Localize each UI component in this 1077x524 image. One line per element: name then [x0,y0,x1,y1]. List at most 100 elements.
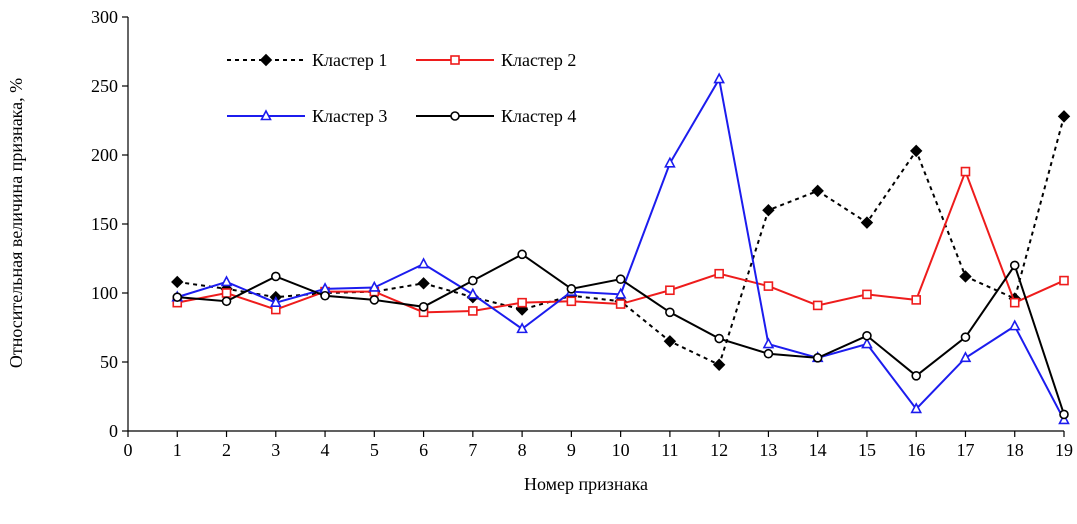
data-point [517,249,527,260]
legend-label: Кластер 2 [501,50,576,70]
data-point [665,307,675,318]
x-tick-label: 17 [956,440,974,460]
legend-item: Кластер 3 [227,106,387,126]
data-point [1009,260,1020,271]
data-point [467,287,479,299]
x-tick-label: 19 [1055,440,1073,460]
x-tick-label: 18 [1006,440,1024,460]
data-point [259,53,273,67]
data-point [1059,409,1069,420]
series-layer [171,72,1071,425]
data-point [959,270,972,283]
data-point [911,370,922,381]
data-point [270,271,281,282]
data-point [663,335,677,348]
data-point [566,296,577,307]
legend-item: Кластер 1 [227,50,387,70]
data-point [714,268,724,279]
series-line [176,76,1065,421]
x-tick-label: 10 [612,440,630,460]
data-point [763,281,774,291]
data-point [320,290,330,301]
series-3 [171,72,1070,425]
data-point [260,109,272,121]
x-tick-label: 15 [858,440,876,460]
data-point [368,280,381,292]
data-point [566,284,577,294]
data-point [220,275,233,287]
x-tick-label: 11 [661,440,678,460]
y-tick-label: 50 [100,352,118,372]
x-tick-label: 3 [271,440,280,460]
data-point [417,277,430,290]
data-point [516,322,528,334]
data-point [517,297,527,308]
data-point [664,156,676,168]
y-tick-label: 300 [91,7,118,27]
x-tick-label: 6 [419,440,428,460]
y-tick-label: 150 [91,214,118,234]
data-point [417,257,430,269]
data-point [763,348,774,359]
series-4 [172,249,1069,420]
x-tick-label: 7 [468,440,477,460]
data-point [1057,110,1071,123]
data-point [762,203,775,217]
series-1 [171,110,1071,371]
data-point [369,295,380,305]
data-point [221,288,232,298]
data-point [910,144,923,158]
data-point [862,289,872,300]
data-point [450,55,460,65]
y-tick-label: 100 [91,283,118,303]
data-point [712,358,726,371]
data-point [1059,275,1069,286]
x-tick-label: 9 [567,440,576,460]
data-point [615,299,626,309]
data-point [860,216,874,229]
data-point [959,351,972,363]
data-point [269,295,282,307]
data-point [614,287,627,299]
legend: Кластер 1 Кластер 2 Кластер 3 Кластер 4 [227,50,576,126]
data-point [714,333,724,344]
legend-label: Кластер 4 [501,106,576,126]
data-point [468,275,478,286]
data-point [418,301,429,312]
data-point [960,332,971,342]
y-axis-label: Относительная величина признака, % [6,78,26,368]
data-point [812,353,823,363]
data-point [812,300,823,311]
data-point [960,166,971,177]
x-tick-label: 1 [173,440,182,460]
data-point [713,72,725,84]
data-point [910,402,923,414]
data-point [665,285,675,296]
y-tick-label: 0 [109,421,118,441]
data-point [861,337,873,349]
x-axis-label: Номер признака [524,474,648,494]
data-point [1008,319,1021,331]
data-point [1009,297,1020,308]
legend-item: Кластер 4 [416,106,576,126]
y-tick-label: 200 [91,145,118,165]
series-line [177,116,1065,367]
data-point [468,306,478,316]
x-tick-label: 8 [518,440,527,460]
legend-item: Кластер 2 [416,50,576,70]
x-tick-label: 5 [370,440,379,460]
x-tick-label: 4 [321,440,330,460]
data-point [911,295,922,305]
x-tick-label: 16 [907,440,925,460]
data-point [172,292,183,302]
data-point [862,330,872,341]
data-point [615,274,626,285]
x-tick-label: 12 [710,440,728,460]
x-tick-label: 14 [809,440,827,460]
data-point [221,296,232,307]
y-tick-label: 250 [91,76,118,96]
x-tick-label: 2 [222,440,231,460]
x-tick-label: 0 [124,440,133,460]
